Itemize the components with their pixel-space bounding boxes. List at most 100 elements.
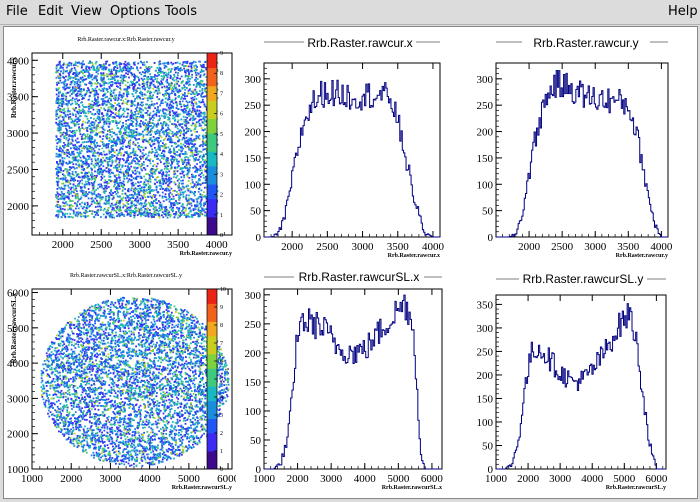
heatmap-cell	[189, 101, 191, 103]
menu-help[interactable]: Help	[668, 4, 698, 19]
chart-pad-1: Rrb.Raster.rawcur.x:Rrb.Raster.rawcur.y2…	[5, 28, 234, 262]
heatmap-cell	[60, 208, 62, 210]
heatmap-cell	[162, 71, 164, 73]
heatmap-cell	[132, 67, 134, 69]
heatmap-cell	[131, 185, 133, 187]
heatmap-cell	[108, 170, 110, 172]
heatmap-cell	[79, 130, 81, 132]
heatmap-cell	[167, 134, 169, 136]
heatmap-cell	[93, 109, 95, 111]
heatmap-cell	[160, 185, 162, 187]
heatmap-cell	[192, 156, 194, 158]
heatmap-cell	[87, 211, 89, 213]
heatmap-cell	[163, 123, 165, 125]
heatmap-cell	[110, 106, 112, 108]
heatmap-cell	[63, 178, 65, 180]
heatmap-cell	[143, 176, 145, 178]
heatmap-cell	[96, 133, 98, 135]
heatmap-cell	[201, 127, 203, 129]
heatmap-cell	[169, 201, 171, 203]
heatmap-cell	[178, 96, 180, 98]
heatmap-cell	[123, 205, 125, 207]
heatmap-cell	[168, 195, 170, 197]
heatmap-cell	[91, 148, 93, 150]
heatmap-cell	[57, 89, 59, 91]
menu-tools[interactable]: Tools	[165, 4, 197, 19]
heatmap-cell	[170, 75, 172, 77]
heatmap-cell	[101, 148, 103, 150]
heatmap-cell	[63, 72, 65, 74]
heatmap-cell	[99, 64, 101, 66]
x-tick-label: 3500	[167, 239, 190, 251]
menu-edit[interactable]: Edit	[38, 4, 63, 19]
heatmap-cell	[62, 165, 64, 167]
menu-options[interactable]: Options	[110, 4, 160, 19]
heatmap-cell	[186, 162, 188, 164]
heatmap-cell	[182, 163, 184, 165]
heatmap-cell	[75, 214, 77, 216]
heatmap-cell	[152, 195, 154, 197]
heatmap-cell	[57, 154, 59, 156]
heatmap-cell	[199, 106, 201, 108]
heatmap-cell	[163, 112, 165, 114]
heatmap-cell	[118, 158, 120, 160]
heatmap-cell	[176, 81, 178, 83]
heatmap-cell	[125, 98, 127, 100]
heatmap-cell	[74, 144, 76, 146]
heatmap-cell	[90, 75, 92, 77]
heatmap-cell	[103, 63, 105, 65]
heatmap-cell	[154, 173, 156, 175]
heatmap-cell	[203, 66, 205, 68]
heatmap-cell	[106, 137, 108, 139]
heatmap-cell	[202, 145, 204, 147]
heatmap-cell	[69, 216, 71, 218]
heatmap-cell	[178, 85, 180, 87]
heatmap-cell	[91, 113, 93, 115]
heatmap-cell	[67, 122, 69, 124]
heatmap-cell	[182, 109, 184, 111]
heatmap-cell	[89, 210, 91, 212]
heatmap-cell	[139, 84, 141, 86]
heatmap-cell	[150, 171, 152, 173]
heatmap-cell	[87, 122, 89, 124]
menu-view[interactable]: View	[71, 4, 102, 19]
heatmap-cell	[196, 163, 198, 165]
heatmap-cell	[203, 205, 205, 207]
heatmap-cell	[149, 104, 151, 106]
heatmap-cell	[136, 135, 138, 137]
heatmap-cell	[128, 199, 130, 201]
heatmap-cell	[120, 99, 122, 101]
heatmap-cell	[168, 170, 170, 172]
heatmap-cell	[110, 215, 112, 217]
heatmap-cell	[138, 138, 140, 140]
heatmap-cell	[187, 170, 189, 172]
heatmap-cell	[108, 182, 110, 184]
heatmap-cell	[82, 176, 84, 178]
heatmap-cell	[149, 125, 151, 127]
heatmap-cell	[196, 213, 198, 215]
heatmap-cell	[205, 176, 207, 178]
heatmap-cell	[205, 153, 207, 155]
heatmap-cell	[108, 64, 110, 66]
heatmap-cell	[85, 164, 87, 166]
heatmap-cell	[147, 114, 149, 116]
heatmap-cell	[76, 149, 78, 151]
heatmap-cell	[157, 154, 159, 156]
heatmap-cell	[201, 170, 203, 172]
heatmap-cell	[199, 123, 201, 125]
heatmap-cell	[203, 155, 205, 157]
heatmap-cell	[56, 113, 58, 115]
heatmap-cell	[169, 98, 171, 100]
heatmap-cell	[84, 192, 86, 194]
heatmap-cell	[115, 210, 117, 212]
heatmap-cell	[132, 113, 134, 115]
menu-file[interactable]: File	[6, 4, 28, 19]
heatmap-cell	[85, 70, 87, 72]
heatmap-cell	[89, 125, 91, 127]
heatmap-cell	[179, 182, 181, 184]
heatmap-cell	[126, 160, 128, 162]
heatmap-cell	[127, 92, 129, 94]
heatmap-cell	[147, 86, 149, 88]
heatmap-cell	[115, 89, 117, 91]
